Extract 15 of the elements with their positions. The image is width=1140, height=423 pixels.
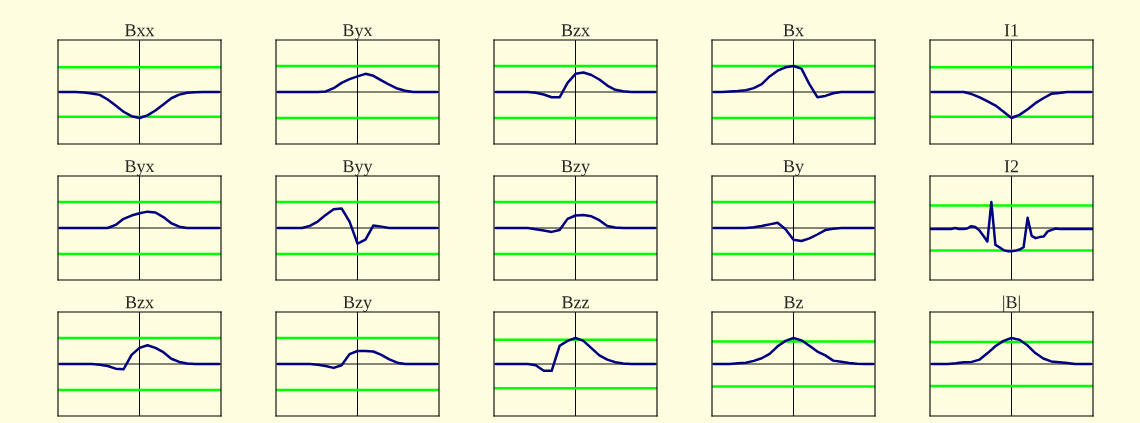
chart-title: I2 xyxy=(1004,160,1019,173)
chart-title: Bz xyxy=(783,296,804,309)
chart-title: |B| xyxy=(1003,295,1020,312)
chart-title: I1 xyxy=(1004,24,1018,37)
chart-title: Bx xyxy=(783,24,804,37)
chart-title: Bzx xyxy=(561,24,590,37)
chart-title: Bzy xyxy=(343,296,372,312)
chart-title: Byx xyxy=(124,160,155,176)
chart-title: Bzz xyxy=(561,296,590,309)
chart-title: Byy xyxy=(342,160,373,176)
chart-title: Bxx xyxy=(124,24,155,37)
chart-title: Bzx xyxy=(125,296,154,309)
chart-title: By xyxy=(783,160,804,176)
chart-title: Bzy xyxy=(561,160,590,176)
chart-title: Byx xyxy=(342,24,373,40)
